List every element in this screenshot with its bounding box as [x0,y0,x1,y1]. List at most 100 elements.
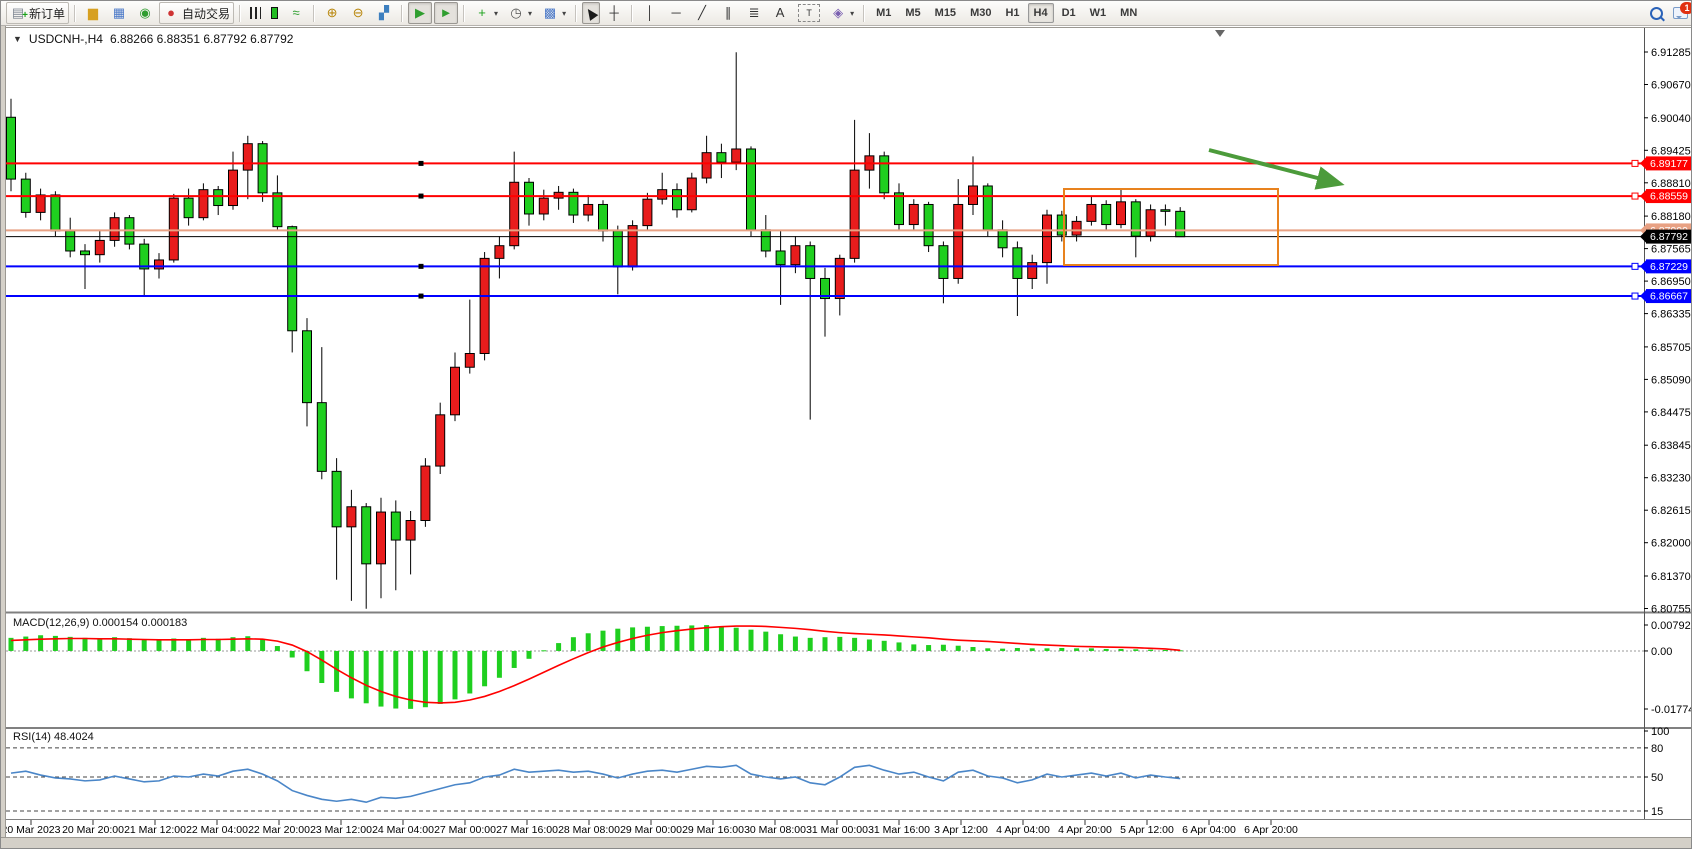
candle [242,143,253,171]
text-button[interactable]: A [768,2,792,24]
candle-chart-mode-button[interactable] [267,2,282,24]
auto-trading-button[interactable]: ● 自动交易 [159,2,235,24]
zoom-in-button[interactable]: ⊕ [320,2,344,24]
candle [760,229,771,252]
text-label-icon: T [798,4,821,22]
dropdown-arrow-icon[interactable]: ▾ [528,8,533,18]
price-label-arrow [1640,289,1647,304]
candle [302,330,312,404]
timeframe-h4-button[interactable]: H4 [1027,3,1054,23]
dropdown-arrow-icon[interactable]: ▾ [850,8,855,18]
zoom-out-button[interactable]: ⊖ [346,2,370,24]
axis-tick-label: 6.83230 [1651,473,1691,485]
chart-shift-marker[interactable] [1215,30,1225,37]
timeframe-mn-button[interactable]: MN [1120,7,1138,19]
shapes-button[interactable]: ◈ ▾ [826,2,858,24]
bar-chart-mode-button[interactable] [246,2,265,24]
price-label-box [1646,156,1691,171]
line-axis-handle[interactable] [1631,159,1639,167]
timeframe-d1-button[interactable]: D1 [1061,7,1076,19]
line-drag-handle[interactable] [418,160,424,166]
macd-bar [67,636,73,651]
trend-arrow-annotation[interactable] [1208,148,1345,190]
candle [479,257,490,355]
axis-tick-label: 5 Apr 12:00 [1120,824,1174,836]
vertical-line-icon: │ [646,5,655,20]
candle [464,353,475,368]
auto-trading-icon: ● [167,5,175,20]
timeframe-m5-button[interactable]: M5 [905,7,921,19]
fibonacci-button[interactable]: ≣ [742,2,766,24]
symbol-dropdown-marker[interactable]: ▼ [13,34,22,44]
macd-bar [940,644,946,651]
timeframe-m15-button[interactable]: M15 [934,7,957,19]
trendline-button[interactable]: ╱ [690,2,714,24]
auto-scroll-button[interactable]: ▶ [408,2,433,24]
macd-bar [733,627,739,651]
line-axis-handle[interactable] [1631,262,1639,270]
price-label-box [1646,259,1691,274]
charts-button[interactable]: ▆ [81,2,105,24]
periods-button[interactable]: ◷ ▾ [504,2,536,24]
candle [316,402,327,472]
macd-bar [1000,648,1006,651]
candle [790,245,801,266]
candle [982,185,993,231]
range-rectangle-annotation[interactable] [1063,188,1279,266]
timeframe-h1-button[interactable]: H1 [1005,7,1020,19]
macd-bar [748,629,754,651]
cursor-icon [583,5,599,21]
timeframe-m1-button[interactable]: M1 [876,7,892,19]
macd-bar [659,626,665,651]
macd-bar [763,631,769,651]
toolbar-separator [575,4,578,22]
market-window-button[interactable]: ▦ [107,2,131,24]
dropdown-arrow-icon[interactable]: ▾ [562,8,567,18]
equidistant-channel-button[interactable]: ∥ [716,2,740,24]
signals-button[interactable]: ◉ [133,2,157,24]
macd-bar [363,650,369,704]
tile-windows-button[interactable]: ▞ [372,2,396,24]
vertical-line-button[interactable]: │ [638,2,662,24]
horizontal-line-button[interactable]: ─ [664,2,688,24]
line-drag-handle[interactable] [418,193,424,199]
line-axis-handle[interactable] [1631,292,1639,300]
timeframe-m30-button[interactable]: M30 [970,7,992,19]
line-chart-mode-button[interactable]: ≈ [284,2,308,24]
axis-tick-label: 6.85090 [1651,374,1691,386]
new-order-button[interactable]: ▤ + 新订单 [6,2,70,24]
timeframe-w1-button[interactable]: W1 [1089,7,1107,19]
macd-bar [985,648,991,651]
indicators-button[interactable]: + ▾ [470,2,502,24]
new-order-icon: ▤ + [11,5,28,21]
cursor-button[interactable] [582,2,601,24]
dropdown-arrow-icon[interactable]: ▾ [494,8,499,18]
macd-bar [452,650,458,700]
chat-button[interactable]: 1 [1669,2,1691,24]
price-label-box [1646,289,1691,304]
search-button[interactable] [1646,2,1667,24]
axis-tick-label: 31 Mar 16:00 [868,824,930,836]
chart-shift-button[interactable]: ► [434,2,459,24]
price-label-arrow [1640,189,1647,204]
axis-tick-label: 24 Mar 04:00 [372,824,434,836]
axis-tick-label: 6.89425 [1651,145,1691,157]
macd-bar [8,637,14,651]
candle [1071,220,1082,236]
crosshair-button[interactable]: ┼ [602,2,626,24]
macd-bar [38,635,44,651]
toolbar: ▤ + 新订单 ▆ ▦ ◉ ● 自动交易 ≈ ⊕ ⊖ ▞ ▶ ► + ▾ ◷ ▾ ▩ ▾ ┼ │ ─ ╱ ∥ ≣ A T ◈ ▾ M1 M5 M… [1,1,1691,26]
macd-bar [674,625,680,651]
price-label-arrow [1640,229,1647,244]
chat-icon: 1 [1673,2,1691,19]
price-label-arrow [1640,259,1647,274]
line-drag-handle[interactable] [418,293,424,299]
chart-title: ▼ USDCNH-,H4 6.88266 6.88351 6.87792 6.8… [13,32,293,46]
line-drag-handle[interactable] [418,263,424,269]
text-label-button[interactable]: T [794,2,824,24]
line-axis-handle[interactable] [1631,192,1639,200]
candle [183,197,194,219]
templates-button[interactable]: ▩ ▾ [538,2,570,24]
notification-badge: 1 [1680,2,1691,14]
